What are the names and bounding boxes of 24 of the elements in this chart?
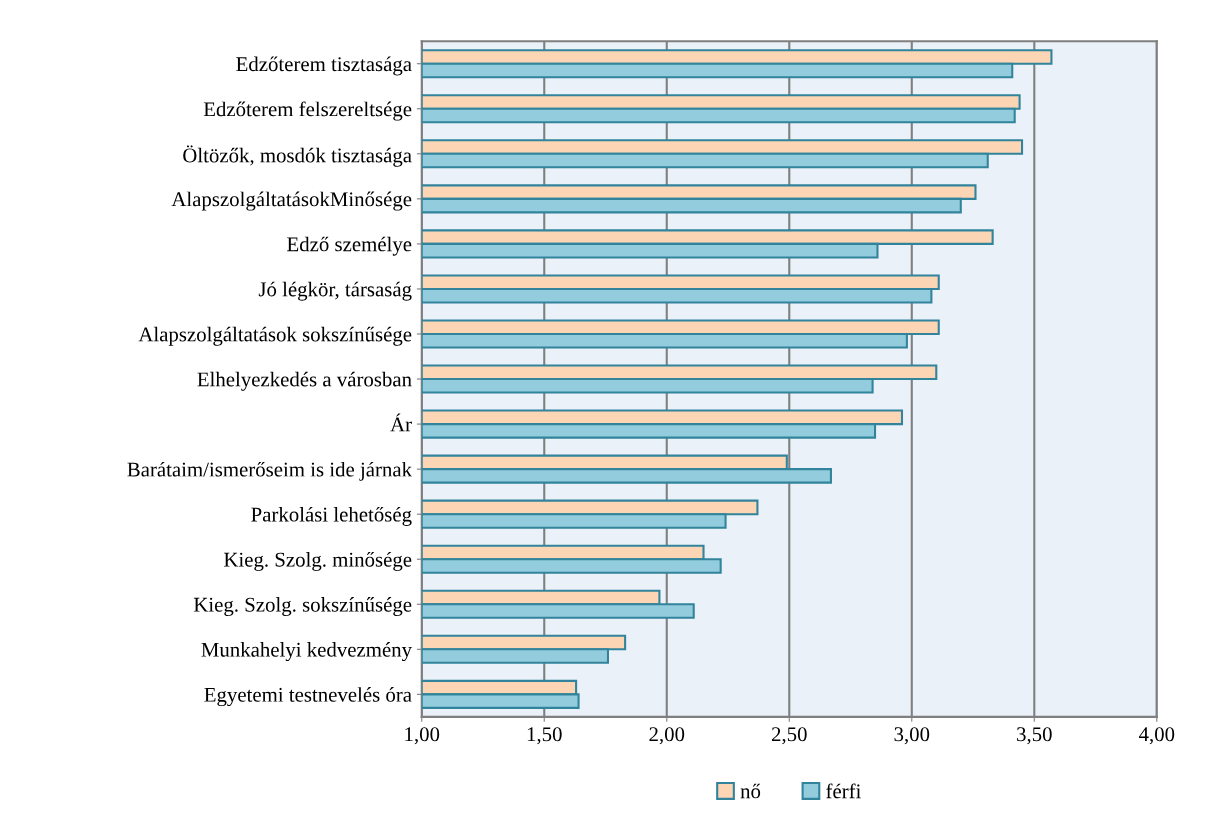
y-tick-label: Egyetemi testnevelés óra <box>204 687 412 707</box>
x-tick-label: 2,50 <box>771 727 807 745</box>
y-tick-label: Kieg. Szolg. minősége <box>223 551 412 571</box>
y-tick-label: Barátaim/ismerőseim is ide járnak <box>127 461 413 481</box>
y-tick-label: Parkolási lehetőség <box>251 506 412 526</box>
y-tick-label: Edző személye <box>287 236 412 256</box>
y-tick-label: Ár <box>390 413 412 432</box>
y-tick-label: Edzőterem tisztasága <box>236 56 412 76</box>
x-tick-label: 1,50 <box>527 727 562 745</box>
x-tick-label: 3,00 <box>894 727 930 745</box>
y-tick-label: Elhelyezkedés a városban <box>197 371 412 391</box>
x-tick-label: 3,50 <box>1017 727 1052 745</box>
y-tick-label: Edzőterem felszereltsége <box>203 101 412 121</box>
y-tick-label: AlapszolgáltatásokMinősége <box>171 191 412 211</box>
y-tick-label: Munkahelyi kedvezmény <box>201 642 412 662</box>
x-tick-label: 4,00 <box>1138 727 1175 745</box>
y-tick-label: Öltözők, mosdók tisztasága <box>183 145 412 167</box>
legend-label: nő <box>740 783 761 799</box>
x-tick-label: 2,00 <box>649 727 685 745</box>
y-tick-label: Jó légkör, társaság <box>258 281 412 301</box>
y-tick-label: Kieg. Szolg. sokszínűsége <box>193 597 412 616</box>
legend-label: férfi <box>826 783 861 799</box>
y-tick-label: Alapszolgáltatások sokszínűsége <box>138 326 412 346</box>
x-tick-label: 1,00 <box>405 727 440 745</box>
